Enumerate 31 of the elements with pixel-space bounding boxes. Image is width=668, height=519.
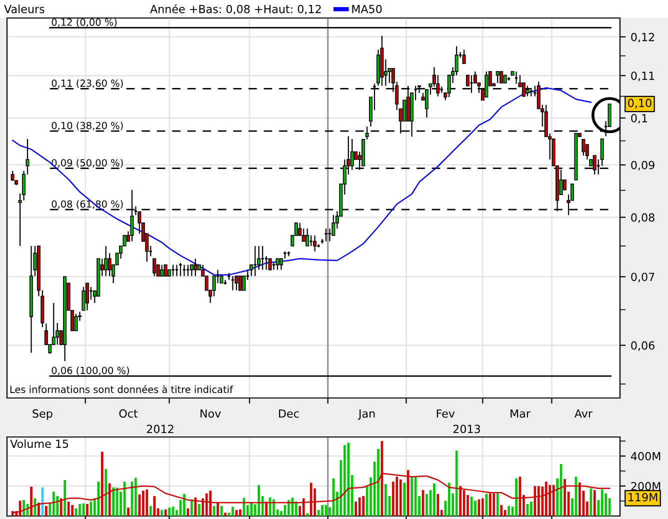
ref-line-label: 0,11 (23,60 %) xyxy=(52,79,123,88)
x-tick-label: Nov xyxy=(200,409,221,418)
chart-title: Volume 15 xyxy=(10,439,68,448)
y-tick-label: 0,08 xyxy=(631,213,654,223)
x-tick-label: Jan xyxy=(358,409,375,420)
x-tick-label: Oct xyxy=(119,409,138,418)
text: 0,10 xyxy=(628,98,652,108)
y-tick-label: 0,06 xyxy=(631,341,654,351)
y-tick-label: 0,12 xyxy=(631,32,654,42)
ref-line-label: 0,09 (50,00 %) xyxy=(52,158,123,168)
text: 119M xyxy=(628,492,658,502)
y-tick-label: 0,07 xyxy=(631,272,654,282)
chart-subtitle: Année +Bas: 0,08 +Haut: 0,12 xyxy=(150,4,321,14)
legend-label: MA50 xyxy=(352,4,382,14)
ref-line-label: 0,12 (0,00 %) xyxy=(52,18,117,27)
text: 2012 xyxy=(146,424,174,434)
y-tick-label: 200M xyxy=(631,482,660,490)
legend-title: Valeurs xyxy=(4,4,44,14)
y-tick-label: 0,1 xyxy=(631,114,648,124)
x-tick-label: Fev xyxy=(436,409,455,418)
y-tick-label: 400M xyxy=(630,452,660,460)
ref-line-label: 0,06 (100,00 %) xyxy=(52,366,129,376)
y-tick-label: 0,09 xyxy=(631,160,654,170)
y-tick-label: 0,11 xyxy=(631,72,654,82)
x-tick-label: Dec xyxy=(279,409,299,418)
annotation: Les informations sont données à titre indicatif xyxy=(10,385,234,394)
x-tick-label: Avr xyxy=(574,409,592,418)
text: 2013 xyxy=(453,424,480,434)
ref-line-label: 0,10 (38,20 %) xyxy=(52,122,123,130)
x-tick-label: Mar xyxy=(510,409,530,418)
x-tick-label: Sep xyxy=(32,409,52,420)
